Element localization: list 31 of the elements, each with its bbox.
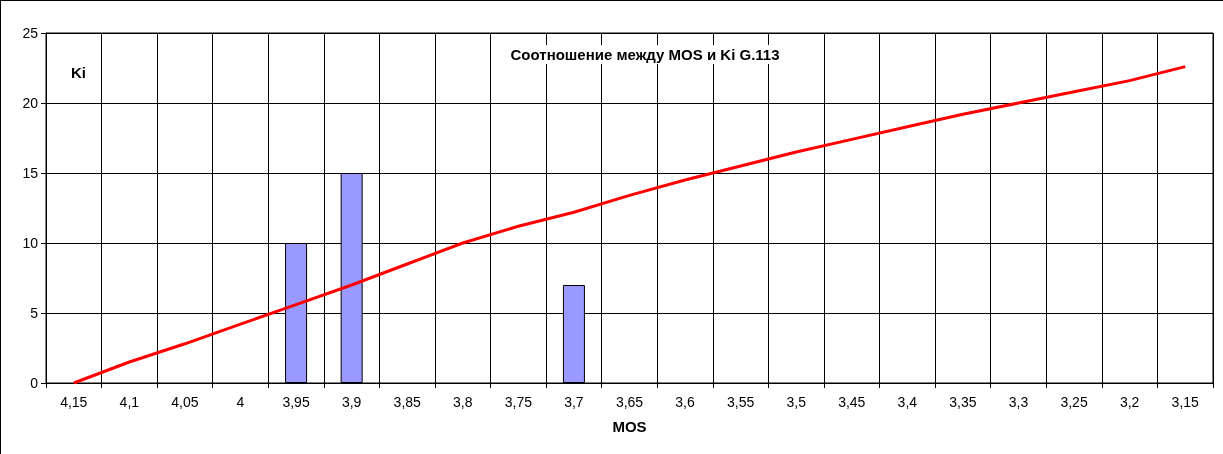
line-series <box>72 65 1187 385</box>
y-tick-label: 10 <box>22 235 39 251</box>
x-tick-label: 3,9 <box>341 394 362 410</box>
x-tick-label: 3,4 <box>897 394 918 410</box>
x-tick-label: 4,05 <box>171 394 199 410</box>
x-tick-label: 3,7 <box>564 394 584 410</box>
x-tick-label: 3,6 <box>675 394 696 410</box>
x-tick-label: 3,75 <box>504 394 533 410</box>
x-tick-label: 3,8 <box>453 394 473 410</box>
x-tick-label: 4,1 <box>119 394 140 410</box>
x-tick-label: 3,5 <box>786 394 807 410</box>
x-tick-label: 4 <box>236 394 245 410</box>
x-tick-label: 3,95 <box>282 394 310 410</box>
y-tick-label: 20 <box>22 95 39 111</box>
y-tick-label: 25 <box>22 25 39 41</box>
x-tick-label: 3,45 <box>838 394 866 410</box>
x-tick-label: 3,15 <box>1171 394 1200 410</box>
x-tick-label: 4,15 <box>60 394 88 410</box>
x-tick-label: 3,65 <box>615 394 644 410</box>
x-axis-title: MOS <box>612 418 647 435</box>
y-tick-label: 0 <box>30 375 39 391</box>
y-tick-label: 5 <box>30 305 39 321</box>
x-tick-label: 3,85 <box>393 394 422 410</box>
y-axis-title: Ki <box>71 64 86 81</box>
x-tick-label: 3,35 <box>949 394 977 410</box>
x-tick-label: 3,25 <box>1060 394 1088 410</box>
y-tick-label: 15 <box>22 165 39 181</box>
x-tick-label: 3,3 <box>1008 394 1029 410</box>
x-tick-label: 3,2 <box>1119 394 1140 410</box>
text: Соотношение между MOS и Ki G.113 <box>510 46 780 63</box>
x-tick-label: 3,55 <box>727 394 755 410</box>
